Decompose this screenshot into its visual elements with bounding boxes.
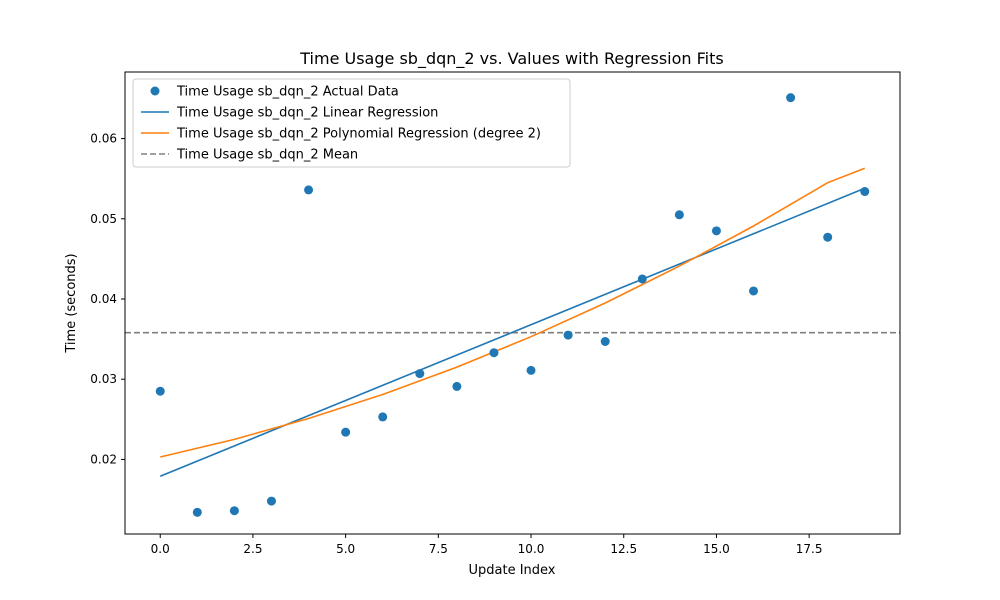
- x-tick-label: 12.5: [610, 542, 637, 556]
- linear-regression-line: [159, 187, 866, 477]
- y-axis-label: Time (seconds): [64, 253, 79, 353]
- x-tick-label: 2.5: [243, 542, 262, 556]
- data-point: [860, 187, 870, 197]
- y-tick-label: 0.02: [90, 452, 117, 466]
- data-point: [711, 226, 721, 236]
- legend: Time Usage sb_dqn_2 Actual Data Time Usag…: [132, 78, 571, 168]
- y-tick-label: 0.04: [90, 292, 117, 306]
- data-point: [155, 386, 165, 396]
- x-axis-label: Update Index: [468, 563, 555, 578]
- legend-marker-actual-data: [150, 86, 160, 96]
- x-tick-label: 15.0: [703, 542, 730, 556]
- x-tick-label: 7.5: [429, 542, 448, 556]
- x-tick-label: 17.5: [796, 542, 823, 556]
- legend-label: Time Usage sb_dqn_2 Actual Data: [176, 85, 399, 100]
- data-point: [192, 507, 202, 517]
- ticks-layer: 0.0 2.5 5.0 7.5 10.0 12.5 15.0 17.5 0.02 0.03 0.04…: [90, 132, 822, 556]
- data-point: [378, 412, 388, 422]
- y-tick-label: 0.06: [90, 132, 117, 146]
- data-point: [452, 381, 462, 391]
- legend-frame: [132, 78, 571, 168]
- chart-title: Time Usage sb_dqn_2 vs. Values with Regr…: [299, 49, 723, 69]
- data-point: [786, 93, 796, 103]
- polynomial-regression-line: [160, 167, 866, 458]
- data-point: [637, 274, 647, 284]
- data-point: [415, 369, 425, 379]
- y-tick-label: 0.05: [90, 212, 117, 226]
- x-tick-label: 5.0: [336, 542, 355, 556]
- data-point: [341, 427, 351, 437]
- data-point: [304, 185, 314, 195]
- legend-label: Time Usage sb_dqn_2 Polynomial Regressio…: [176, 127, 541, 142]
- marks-layer: [125, 93, 900, 517]
- x-tick-label: 10.0: [518, 542, 545, 556]
- legend-label: Time Usage sb_dqn_2 Linear Regression: [176, 106, 438, 121]
- data-point: [229, 506, 239, 516]
- axes-frame: [124, 71, 901, 535]
- data-point: [823, 232, 833, 242]
- y-tick-label: 0.03: [90, 372, 117, 386]
- data-point: [600, 337, 610, 346]
- legend-label: Time Usage sb_dqn_2 Mean: [176, 148, 358, 163]
- data-point: [749, 286, 759, 296]
- data-point: [526, 365, 536, 375]
- x-tick-label: 0.0: [151, 542, 170, 556]
- data-point: [266, 496, 276, 506]
- data-point: [563, 330, 573, 340]
- data-point: [489, 348, 499, 358]
- data-point: [674, 210, 684, 220]
